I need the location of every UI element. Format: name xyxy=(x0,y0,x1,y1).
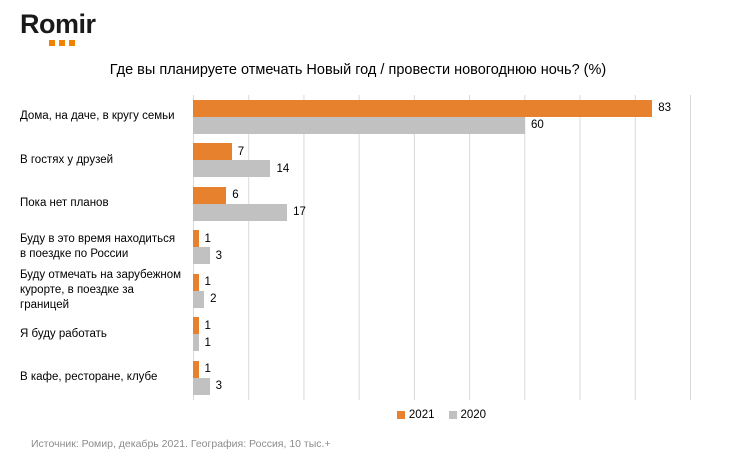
category-label: В кафе, ресторане, клубе xyxy=(20,371,158,384)
chart-row: Дома, на даче, в кругу семьи 83 60 xyxy=(20,95,691,139)
romir-logo-text: Romir xyxy=(20,9,96,39)
bar-2021 xyxy=(193,143,232,161)
bar-line-2021: 83 xyxy=(193,99,691,117)
chart-row: Я буду работать 1 1 xyxy=(20,313,691,357)
bar-line-2020: 2 xyxy=(193,290,691,308)
bar-line-2021: 1 xyxy=(193,317,691,335)
bar-group: 6 17 xyxy=(193,186,691,221)
bar-group: 83 60 xyxy=(193,99,691,134)
value-label-2021: 1 xyxy=(204,276,211,289)
romir-logo: Romir xyxy=(20,9,96,47)
bar-2020 xyxy=(193,203,288,221)
source-note: Источник: Ромир, декабрь 2021. География… xyxy=(31,438,331,450)
category-label: Пока нет планов xyxy=(20,197,109,210)
bar-line-2021: 1 xyxy=(193,273,691,291)
bar-2020 xyxy=(193,116,525,134)
chart-row: Пока нет планов 6 17 xyxy=(20,182,691,226)
value-label-2021: 1 xyxy=(204,232,211,245)
bar-line-2021: 6 xyxy=(193,186,691,204)
bar-2021 xyxy=(193,273,199,291)
category-label: Буду в это время находиться в поездке по… xyxy=(20,233,176,261)
value-label-2020: 3 xyxy=(215,380,222,393)
bar-line-2021: 1 xyxy=(193,230,691,248)
bar-line-2020: 60 xyxy=(193,116,691,134)
chart-legend: 2021 2020 xyxy=(193,409,690,421)
value-label-2021: 7 xyxy=(237,145,245,158)
value-label-2020: 1 xyxy=(204,336,211,349)
logo-dot-icon xyxy=(59,40,65,47)
bar-line-2020: 3 xyxy=(193,247,691,265)
value-label-2020: 60 xyxy=(531,119,544,132)
bar-chart: Дома, на даче, в кругу семьи 83 60 В гостях… xyxy=(20,95,691,400)
category-label: Буду отмечать на зарубежном курорте, в п… xyxy=(20,269,182,312)
bar-2020 xyxy=(193,290,205,308)
legend-swatch-2020-icon xyxy=(448,411,457,419)
bar-line-2020: 1 xyxy=(193,334,691,352)
bar-2021 xyxy=(193,99,653,117)
value-label-2020: 14 xyxy=(276,162,290,175)
bar-2021 xyxy=(193,360,199,378)
chart-row: Буду отмечать на зарубежном курорте, в п… xyxy=(20,269,691,313)
chart-row: В гостях у друзей 7 14 xyxy=(20,139,691,183)
bar-2021 xyxy=(193,230,199,248)
value-label-2020: 3 xyxy=(215,249,222,262)
bar-group: 7 14 xyxy=(193,143,691,178)
bar-line-2020: 3 xyxy=(193,377,691,395)
value-label-2021: 6 xyxy=(232,189,239,202)
bar-line-2020: 14 xyxy=(193,160,691,178)
value-label-2021: 1 xyxy=(204,319,211,332)
chart-rows: Дома, на даче, в кругу семьи 83 60 В гостях… xyxy=(20,95,691,400)
legend-label-2020: 2020 xyxy=(460,409,487,421)
chart-gridlines xyxy=(193,95,691,400)
bar-2020 xyxy=(193,377,210,395)
value-label-2020: 17 xyxy=(293,206,306,219)
bar-2021 xyxy=(193,186,227,204)
value-label-2021: 1 xyxy=(204,363,211,376)
chart-row: Буду в это время находиться в поездке по… xyxy=(20,226,691,270)
legend-item-2021: 2021 xyxy=(396,409,435,421)
bar-2020 xyxy=(193,160,271,178)
bar-2020 xyxy=(193,334,199,352)
legend-item-2020: 2020 xyxy=(448,409,487,421)
bar-2020 xyxy=(193,247,210,265)
romir-logo-dots-icon xyxy=(49,40,96,47)
logo-dot-icon xyxy=(49,40,55,47)
category-label: Я буду работать xyxy=(20,327,107,340)
bar-line-2020: 17 xyxy=(193,203,691,221)
bar-line-2021: 1 xyxy=(193,360,691,378)
bar-line-2021: 7 xyxy=(193,143,691,161)
value-label-2021: 83 xyxy=(658,102,672,115)
logo-dot-icon xyxy=(69,40,75,47)
category-label: Дома, на даче, в кругу семьи xyxy=(20,110,175,123)
legend-swatch-2021-icon xyxy=(396,411,405,419)
legend-label-2021: 2021 xyxy=(408,409,435,421)
bar-2021 xyxy=(193,317,199,335)
chart-title: Где вы планируете отмечать Новый год / п… xyxy=(109,62,607,78)
value-label-2020: 2 xyxy=(210,293,217,306)
category-label: В гостях у друзей xyxy=(20,153,114,166)
chart-row: В кафе, ресторане, клубе 1 3 xyxy=(20,356,691,400)
